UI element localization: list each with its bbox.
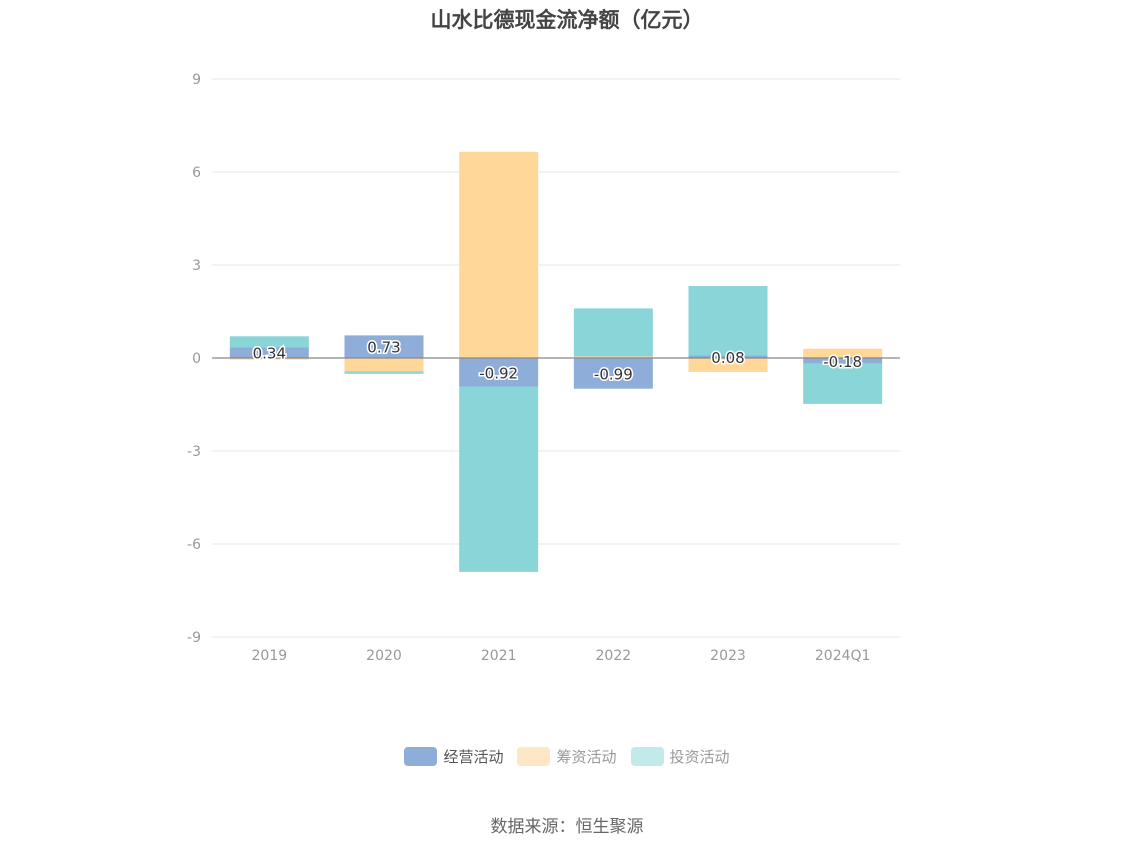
data-label: 0.08 xyxy=(711,349,744,367)
x-tick-label: 2022 xyxy=(596,648,632,664)
data-label: -0.18 xyxy=(823,353,862,371)
legend-item-investing[interactable]: 投资活动 xyxy=(630,746,730,767)
legend-label-operating: 经营活动 xyxy=(443,748,504,766)
bar-segment[interactable] xyxy=(573,358,653,389)
legend-label-financing: 筹资活动 xyxy=(556,748,617,766)
data-label: 0.73 xyxy=(367,339,400,357)
bar-segment[interactable] xyxy=(573,308,653,357)
bar-segment[interactable] xyxy=(229,336,309,348)
x-tick-label: 2019 xyxy=(252,648,288,664)
x-tick-label: 2023 xyxy=(710,648,746,664)
chart-legend: 经营活动 筹资活动 投资活动 xyxy=(0,746,1134,767)
data-label: 0.34 xyxy=(253,345,286,363)
bar-segment[interactable] xyxy=(688,286,768,356)
chart-title: 山水比德现金流净额（亿元） xyxy=(430,8,704,32)
bar-segment[interactable] xyxy=(344,335,424,358)
chart-plot-area: 9 6 3 0 -3 -6 -9 2019 2020 2021 2022 2023 2024Q1 0.34… xyxy=(187,72,900,664)
y-tick-label: 3 xyxy=(192,258,201,274)
legend-swatch-financing xyxy=(517,747,551,766)
bar-segment[interactable] xyxy=(688,358,768,372)
bar-segment[interactable] xyxy=(573,356,653,358)
bar-segment[interactable] xyxy=(688,355,768,358)
bar-segment[interactable] xyxy=(344,358,424,372)
bar-segment[interactable] xyxy=(229,347,309,358)
y-tick-label: 6 xyxy=(192,165,201,181)
bar-segment[interactable] xyxy=(459,151,539,358)
y-tick-label: -6 xyxy=(187,537,201,553)
data-label: -0.99 xyxy=(594,365,633,383)
bar-segment[interactable] xyxy=(803,348,883,358)
bar-segment[interactable] xyxy=(229,358,309,360)
legend-swatch-investing xyxy=(630,747,664,766)
bar-segment[interactable] xyxy=(459,386,539,572)
legend-item-financing[interactable]: 筹资活动 xyxy=(517,746,617,767)
legend-item-operating[interactable]: 经营活动 xyxy=(404,746,503,767)
legend-label-investing: 投资活动 xyxy=(669,748,730,766)
legend-swatch-operating xyxy=(404,747,438,766)
data-label: -0.92 xyxy=(479,364,518,382)
bar-segment[interactable] xyxy=(803,363,883,404)
y-tick-label: -9 xyxy=(187,630,201,646)
y-tick-label: 0 xyxy=(192,351,201,367)
x-tick-label: 2021 xyxy=(481,648,517,664)
x-tick-label: 2024Q1 xyxy=(815,648,871,664)
y-tick-label: 9 xyxy=(192,72,201,88)
bar-segment[interactable] xyxy=(803,358,883,364)
bar-segment[interactable] xyxy=(344,371,424,374)
x-tick-label: 2020 xyxy=(366,648,402,664)
data-source-note: 数据来源：恒生聚源 xyxy=(490,817,644,837)
y-tick-label: -3 xyxy=(187,444,201,460)
bar-segment[interactable] xyxy=(459,358,539,387)
